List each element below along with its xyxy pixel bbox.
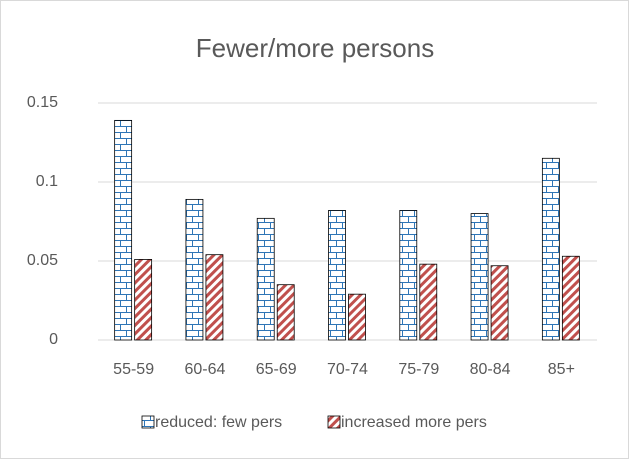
bar (490, 265, 509, 341)
y-tick-label: 0.1 (36, 173, 58, 190)
x-tick-label: 60-64 (184, 361, 225, 378)
x-tick-label: 85+ (548, 361, 575, 378)
bar (276, 284, 295, 341)
y-tick-label: 0.05 (27, 252, 58, 269)
x-tick-label: 55-59 (113, 361, 154, 378)
bar (399, 210, 418, 341)
legend-label: increased more pers (341, 414, 487, 431)
x-tick-label: 75-79 (398, 361, 439, 378)
bar (561, 255, 580, 341)
chart-title: Fewer/more persons (196, 33, 434, 63)
x-tick-label: 70-74 (327, 361, 368, 378)
bar (134, 259, 153, 341)
bar (256, 217, 275, 341)
y-tick-label: 0 (49, 331, 58, 348)
bar (185, 198, 204, 341)
bar (419, 263, 438, 341)
bar (114, 119, 133, 341)
x-tick-label: 65-69 (256, 361, 297, 378)
bar (348, 293, 366, 341)
bar (328, 210, 346, 341)
x-tick-label: 80-84 (470, 361, 511, 378)
bar (205, 254, 224, 341)
bar (541, 157, 560, 341)
legend-swatch (327, 415, 341, 429)
y-tick-label: 0.15 (27, 94, 58, 111)
legend-label: reduced: few pers (155, 414, 282, 431)
legend-swatch (141, 415, 155, 429)
bar (470, 213, 489, 341)
